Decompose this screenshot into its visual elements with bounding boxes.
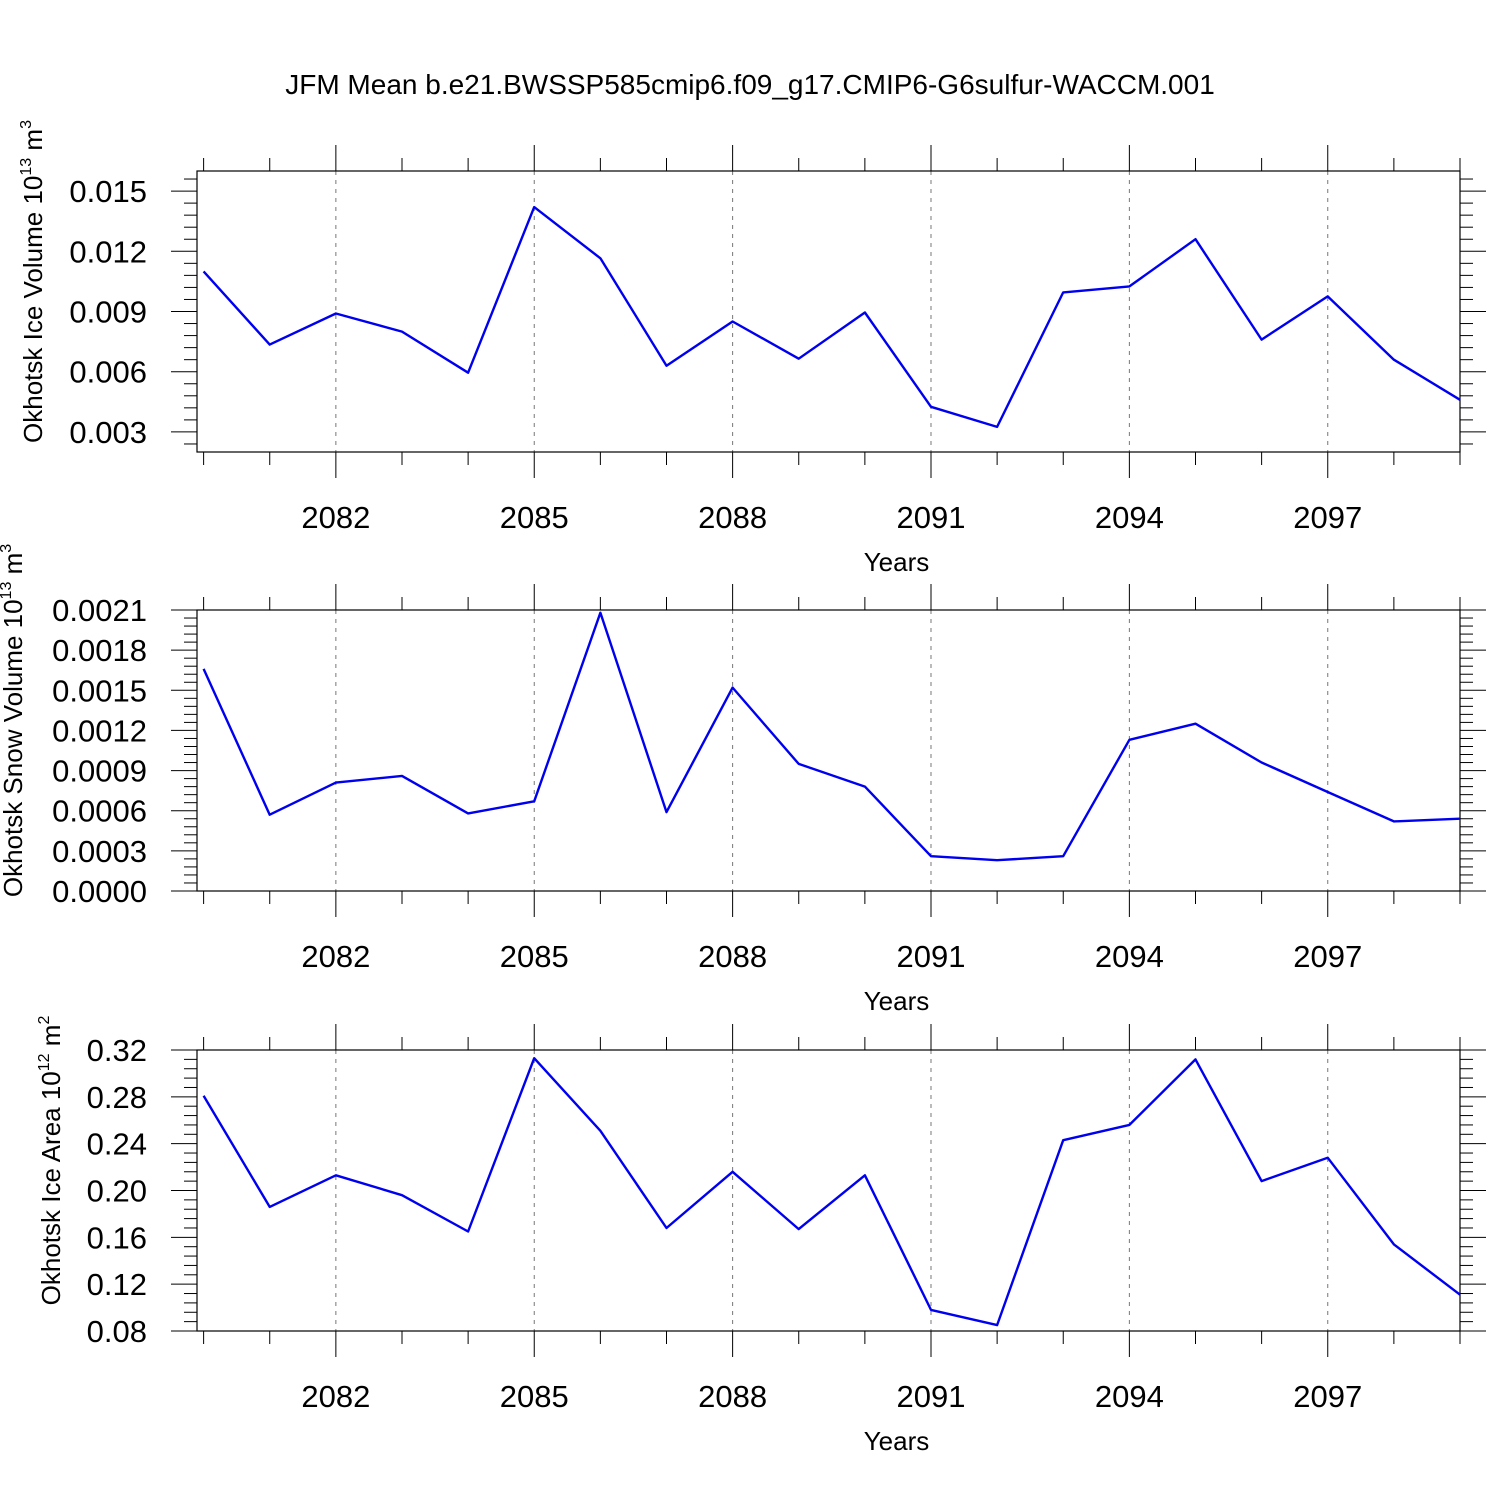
ytick-label: 0.0009	[52, 754, 147, 789]
ytick-label: 0.0012	[52, 713, 147, 748]
ytick-label: 0.28	[87, 1080, 147, 1115]
panels: 2082 2085 2088 2091 2094 2097 Years 0.003 0.006 0…	[0, 120, 1486, 1456]
xtick-label: 2094	[1095, 939, 1164, 974]
series-line	[202, 205, 1461, 429]
ytick-label: 0.0000	[52, 874, 147, 909]
ytick-label: 0.012	[69, 234, 147, 269]
panel-1: 2082 2085 2088 2091 2094 2097 Years 0.003 0.006 0…	[18, 120, 1486, 577]
xtick-label: 2088	[698, 1379, 767, 1414]
xtick-label: 2094	[1095, 500, 1164, 535]
x-axis-label: Years	[864, 547, 930, 577]
xtick-label: 2082	[301, 500, 370, 535]
panel-3: 2082 2085 2088 2091 2094 2097 Years 0.08 0.12 0.1…	[36, 1016, 1486, 1456]
ytick-label: 0.20	[87, 1174, 147, 1209]
y-axis-label: Okhotsk Snow Volume 1013 m3	[0, 544, 28, 897]
xtick-label: 2097	[1293, 939, 1362, 974]
xtick-label: 2091	[897, 1379, 966, 1414]
xtick-label: 2088	[698, 500, 767, 535]
ytick-label: 0.0015	[52, 673, 147, 708]
y-axis-label: Okhotsk Ice Volume 1013 m3	[18, 120, 48, 443]
xtick-label: 2091	[897, 939, 966, 974]
xtick-label: 2088	[698, 939, 767, 974]
x-axis-label: Years	[864, 986, 930, 1016]
xtick-label: 2097	[1293, 1379, 1362, 1414]
ytick-label: 0.24	[87, 1127, 147, 1162]
plot-frame	[196, 170, 1461, 453]
y-axis-label: Okhotsk Ice Area 1012 m2	[36, 1016, 66, 1306]
xtick-label: 2085	[500, 500, 569, 535]
xtick-label: 2097	[1293, 500, 1362, 535]
plot-frame	[196, 609, 1461, 892]
xtick-label: 2091	[897, 500, 966, 535]
ytick-label: 0.16	[87, 1220, 147, 1255]
x-axis-label: Years	[864, 1426, 930, 1456]
xtick-label: 2094	[1095, 1379, 1164, 1414]
figure-title: JFM Mean b.e21.BWSSP585cmip6.f09_g17.CMI…	[285, 69, 1215, 100]
ytick-label: 0.015	[69, 174, 147, 209]
xtick-label: 2085	[500, 1379, 569, 1414]
ytick-label: 0.006	[69, 355, 147, 390]
ytick-label: 0.32	[87, 1033, 147, 1068]
ytick-label: 0.003	[69, 415, 147, 450]
ytick-label: 0.0018	[52, 633, 147, 668]
ytick-label: 0.08	[87, 1314, 147, 1349]
xtick-label: 2082	[301, 939, 370, 974]
ytick-label: 0.009	[69, 295, 147, 330]
ytick-label: 0.0006	[52, 794, 147, 829]
series-line	[202, 1056, 1461, 1327]
ytick-label: 0.12	[87, 1267, 147, 1302]
panel-2: 2082 2085 2088 2091 2094 2097 Years 0.0000 0.000…	[0, 544, 1486, 1016]
ytick-label: 0.0003	[52, 834, 147, 869]
xtick-label: 2082	[301, 1379, 370, 1414]
series-line	[202, 611, 1461, 862]
ytick-label: 0.0021	[52, 593, 147, 628]
xtick-label: 2085	[500, 939, 569, 974]
